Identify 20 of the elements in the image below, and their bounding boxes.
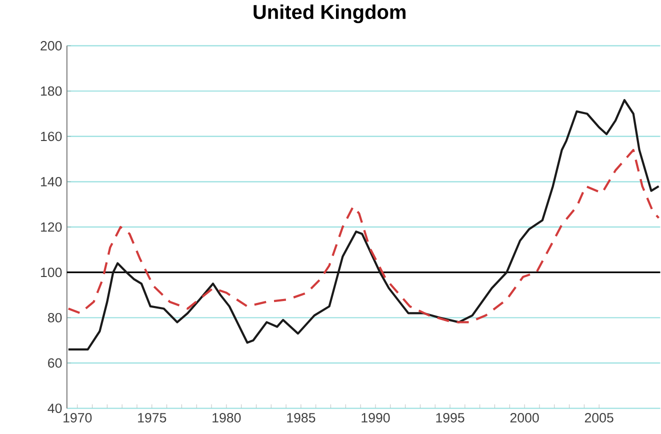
y-tick-label: 120 — [41, 222, 62, 232]
y-tick-label: 160 — [41, 132, 62, 141]
y-tick-label: 100 — [41, 268, 62, 277]
x-tick-label: 2000 — [510, 412, 539, 422]
x-tick-label: 1975 — [138, 412, 166, 422]
y-tick-label: 60 — [48, 358, 62, 368]
chart-title: United Kingdom — [254, 4, 406, 24]
y-tick-label: 80 — [48, 312, 62, 322]
x-tick-label: 1970 — [64, 412, 92, 422]
x-tick-label: 1980 — [212, 412, 241, 422]
x-tick-label: 1995 — [436, 412, 464, 422]
y-tick-label: 200 — [40, 40, 62, 50]
line-series — [67, 98, 660, 350]
x-tick-label: 1990 — [362, 412, 390, 422]
y-tick-label: 40 — [48, 403, 62, 413]
y-tick-label: 140 — [41, 176, 62, 186]
y-tick-label: 180 — [41, 86, 62, 96]
line-series — [67, 148, 660, 324]
x-tick-label: 2005 — [584, 412, 614, 422]
x-tick-label: 1985 — [287, 412, 316, 422]
